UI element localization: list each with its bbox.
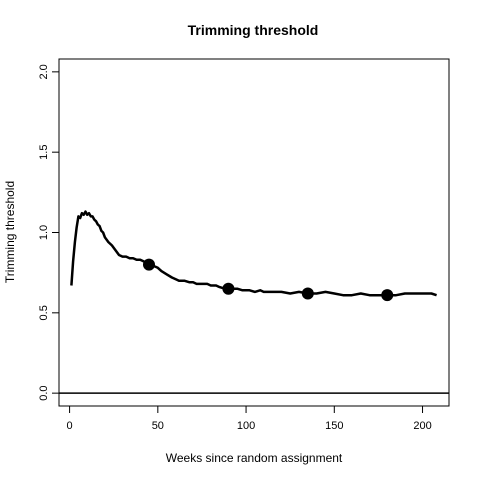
data-point-marker [222, 282, 235, 295]
x-tick-label: 100 [237, 420, 255, 432]
y-tick-label: 0.5 [38, 305, 50, 320]
chart-title: Trimming threshold [188, 22, 319, 38]
x-tick-label: 200 [413, 420, 431, 432]
y-tick-label: 1.0 [38, 225, 50, 240]
data-point-marker [301, 287, 314, 300]
y-tick-label: 1.5 [38, 145, 50, 160]
x-axis-label: Weeks since random assignment [166, 451, 343, 465]
x-axis: 0 50 100 150 200 [67, 406, 432, 432]
x-tick-label: 50 [152, 420, 164, 432]
y-tick-label: 2.0 [38, 64, 50, 79]
y-axis-label: Trimming threshold [3, 181, 17, 283]
y-axis: 0.0 0.5 1.0 1.5 2.0 [38, 64, 59, 401]
data-point-marker [381, 289, 394, 302]
series-line [70, 210, 437, 297]
plot-frame [58, 58, 450, 407]
x-tick-label: 0 [67, 420, 73, 432]
data-point-marker [143, 258, 155, 271]
y-tick-label: 0.0 [38, 385, 50, 400]
x-tick-label: 150 [325, 420, 343, 432]
markers [143, 258, 394, 302]
